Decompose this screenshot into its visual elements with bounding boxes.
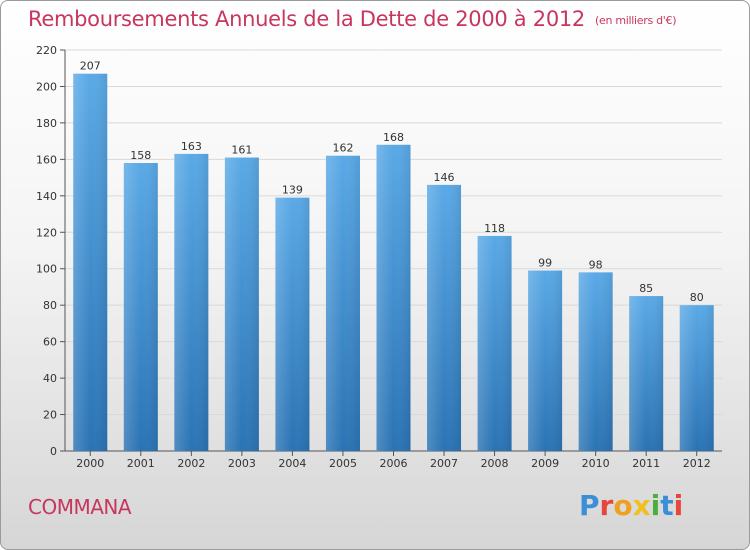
bar-shine bbox=[123, 163, 158, 451]
y-tick-label: 60 bbox=[43, 336, 57, 349]
y-tick-label: 180 bbox=[36, 117, 57, 130]
y-tick-label: 160 bbox=[36, 153, 57, 166]
y-tick-label: 140 bbox=[36, 190, 57, 203]
data-label: 139 bbox=[282, 184, 303, 197]
data-label: 162 bbox=[332, 142, 353, 155]
data-label: 146 bbox=[434, 171, 455, 184]
x-tick-label: 2012 bbox=[683, 457, 711, 470]
bar-shine bbox=[629, 296, 664, 451]
bar-shine bbox=[427, 184, 462, 451]
y-tick-label: 0 bbox=[50, 445, 57, 458]
data-label: 80 bbox=[690, 291, 704, 304]
bar-shine bbox=[679, 305, 714, 451]
data-label: 98 bbox=[589, 258, 603, 271]
logo-letter: x bbox=[632, 489, 651, 522]
bar-shine bbox=[578, 272, 613, 451]
y-tick-label: 80 bbox=[43, 299, 57, 312]
logo-letter: P bbox=[579, 489, 600, 522]
bar-shine bbox=[376, 144, 411, 452]
y-tick-label: 100 bbox=[36, 263, 57, 276]
proxiti-logo: Proxiti bbox=[579, 489, 683, 522]
x-tick-label: 2002 bbox=[177, 457, 205, 470]
bar-shine bbox=[477, 235, 512, 451]
x-tick-label: 2010 bbox=[582, 457, 610, 470]
y-tick-label: 20 bbox=[43, 409, 57, 422]
chart-unit: (en milliers d'€) bbox=[595, 14, 677, 27]
x-tick-label: 2006 bbox=[380, 457, 408, 470]
data-label: 207 bbox=[80, 60, 101, 73]
bar-shine bbox=[174, 153, 209, 452]
bar-shine bbox=[325, 155, 360, 451]
y-tick-label: 120 bbox=[36, 226, 57, 239]
y-tick-label: 40 bbox=[43, 372, 57, 385]
x-tick-label: 2003 bbox=[228, 457, 256, 470]
x-tick-label: 2008 bbox=[481, 457, 509, 470]
x-tick-label: 2007 bbox=[430, 457, 458, 470]
logo-letter: t bbox=[660, 489, 674, 522]
bar-shine bbox=[528, 270, 563, 451]
x-tick-label: 2011 bbox=[632, 457, 660, 470]
chart-title: Remboursements Annuels de la Dette de 20… bbox=[28, 7, 676, 31]
data-label: 158 bbox=[130, 149, 151, 162]
logo-letter: o bbox=[613, 489, 633, 522]
x-tick-label: 2000 bbox=[76, 457, 104, 470]
y-tick-label: 220 bbox=[36, 44, 57, 57]
data-label: 163 bbox=[181, 140, 202, 153]
data-label: 85 bbox=[639, 282, 653, 295]
x-tick-label: 2009 bbox=[531, 457, 559, 470]
commune-name: COMMANA bbox=[28, 495, 132, 519]
data-label: 168 bbox=[383, 131, 404, 144]
bar-shine bbox=[224, 157, 259, 452]
chart-title-text: Remboursements Annuels de la Dette de 20… bbox=[28, 7, 585, 31]
logo-letter: i bbox=[650, 489, 661, 522]
x-tick-label: 2004 bbox=[278, 457, 306, 470]
logo-letter: i bbox=[673, 489, 684, 522]
data-label: 118 bbox=[484, 222, 505, 235]
bar-shine bbox=[73, 73, 108, 451]
logo-letter: r bbox=[599, 489, 614, 522]
x-tick-label: 2005 bbox=[329, 457, 357, 470]
bar-shine bbox=[275, 197, 310, 451]
x-tick-label: 2001 bbox=[127, 457, 155, 470]
y-tick-label: 200 bbox=[36, 80, 57, 93]
data-label: 161 bbox=[231, 144, 252, 157]
data-label: 99 bbox=[538, 257, 552, 270]
